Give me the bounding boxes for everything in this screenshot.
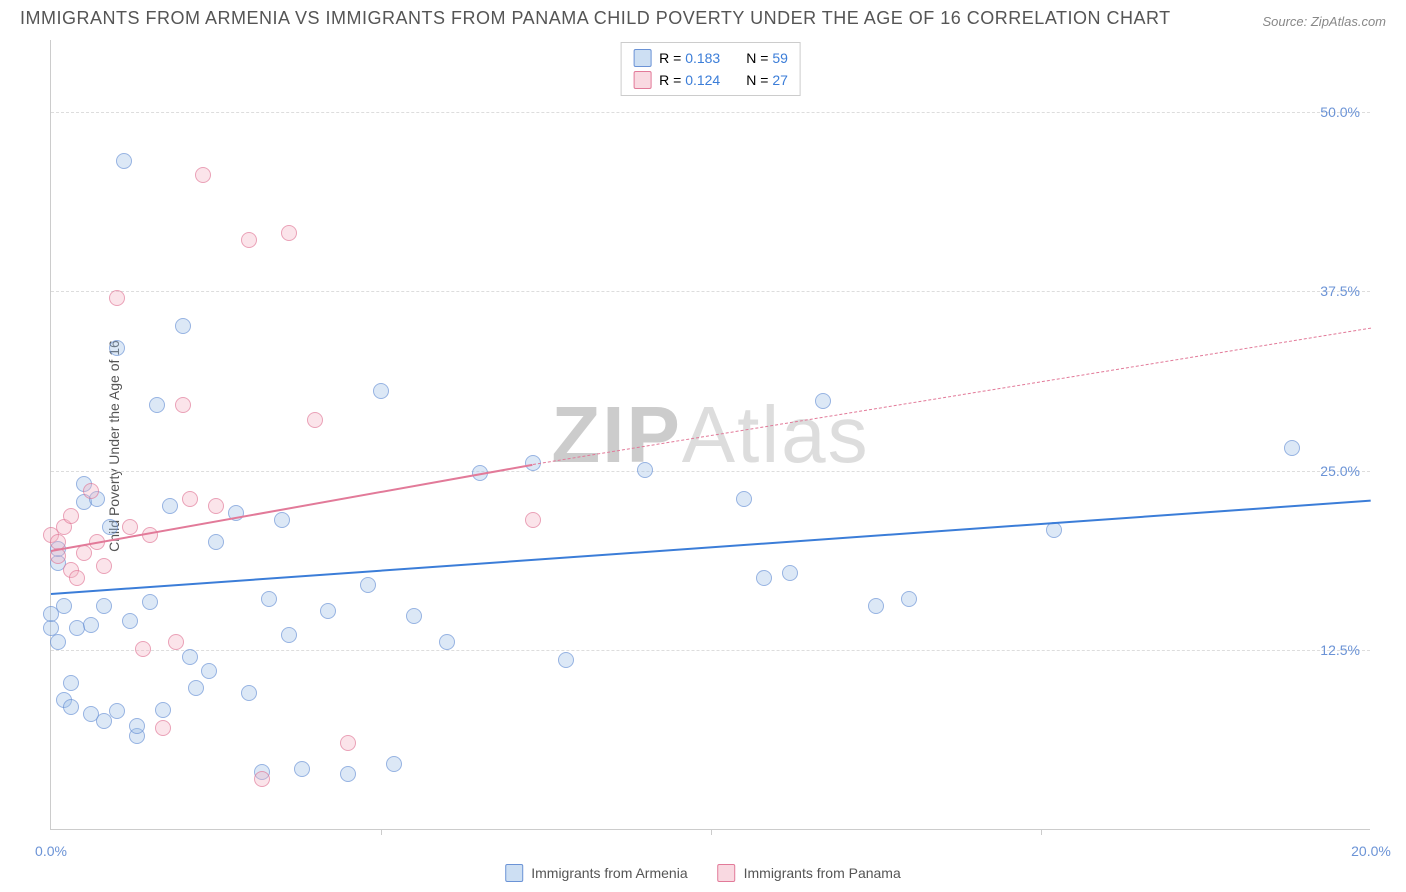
- scatter-point: [1284, 440, 1300, 456]
- watermark-light: Atlas: [682, 390, 870, 479]
- scatter-point: [637, 462, 653, 478]
- n-label: N = 59: [746, 50, 788, 66]
- scatter-point: [122, 613, 138, 629]
- trend-line: [51, 464, 533, 552]
- stats-legend-row: R = 0.183 N = 59: [633, 47, 788, 69]
- scatter-point: [208, 534, 224, 550]
- series-legend-item: Immigrants from Panama: [718, 864, 901, 882]
- scatter-point: [254, 771, 270, 787]
- watermark-bold: ZIP: [551, 390, 681, 479]
- y-tick-label: 50.0%: [1320, 104, 1360, 120]
- scatter-point: [109, 703, 125, 719]
- scatter-point: [63, 675, 79, 691]
- series-legend-item: Immigrants from Armenia: [505, 864, 687, 882]
- scatter-point: [558, 652, 574, 668]
- scatter-point: [340, 766, 356, 782]
- scatter-point: [340, 735, 356, 751]
- scatter-point: [116, 153, 132, 169]
- scatter-point: [135, 641, 151, 657]
- x-tick-label: 0.0%: [35, 843, 67, 859]
- x-tick-mark: [1041, 829, 1042, 835]
- y-tick-label: 37.5%: [1320, 283, 1360, 299]
- scatter-point: [83, 617, 99, 633]
- scatter-point: [69, 570, 85, 586]
- scatter-point: [83, 483, 99, 499]
- scatter-point: [63, 699, 79, 715]
- scatter-point: [168, 634, 184, 650]
- scatter-point: [155, 720, 171, 736]
- scatter-point: [241, 685, 257, 701]
- legend-swatch: [633, 71, 651, 89]
- gridline-h: [51, 650, 1370, 651]
- scatter-point: [129, 718, 145, 734]
- y-tick-label: 12.5%: [1320, 642, 1360, 658]
- x-tick-mark: [711, 829, 712, 835]
- scatter-point: [373, 383, 389, 399]
- scatter-point: [208, 498, 224, 514]
- scatter-point: [175, 397, 191, 413]
- scatter-point: [274, 512, 290, 528]
- scatter-point: [320, 603, 336, 619]
- y-tick-label: 25.0%: [1320, 463, 1360, 479]
- legend-swatch: [633, 49, 651, 67]
- scatter-point: [96, 598, 112, 614]
- scatter-point: [175, 318, 191, 334]
- scatter-point: [406, 608, 422, 624]
- scatter-point: [281, 627, 297, 643]
- scatter-point: [155, 702, 171, 718]
- scatter-point: [736, 491, 752, 507]
- scatter-point: [195, 167, 211, 183]
- scatter-point: [109, 290, 125, 306]
- scatter-point: [122, 519, 138, 535]
- scatter-point: [261, 591, 277, 607]
- scatter-point: [188, 680, 204, 696]
- scatter-point: [525, 512, 541, 528]
- scatter-point: [102, 519, 118, 535]
- scatter-point: [142, 594, 158, 610]
- scatter-point: [182, 649, 198, 665]
- stats-legend: R = 0.183 N = 59 R = 0.124 N = 27: [620, 42, 801, 96]
- scatter-point: [756, 570, 772, 586]
- scatter-point: [360, 577, 376, 593]
- scatter-point: [307, 412, 323, 428]
- r-label: R = 0.124: [659, 72, 720, 88]
- x-tick-label: 20.0%: [1351, 843, 1391, 859]
- legend-swatch: [505, 864, 523, 882]
- series-legend: Immigrants from Armenia Immigrants from P…: [505, 864, 901, 882]
- x-tick-mark: [381, 829, 382, 835]
- scatter-point: [386, 756, 402, 772]
- stats-legend-row: R = 0.124 N = 27: [633, 69, 788, 91]
- scatter-point: [1046, 522, 1062, 538]
- legend-swatch: [718, 864, 736, 882]
- scatter-point: [162, 498, 178, 514]
- gridline-h: [51, 291, 1370, 292]
- scatter-point: [281, 225, 297, 241]
- scatter-point: [109, 340, 125, 356]
- scatter-point: [56, 598, 72, 614]
- scatter-point: [815, 393, 831, 409]
- plot-area: ZIPAtlas R = 0.183N = 59R = 0.124N = 27 …: [50, 40, 1370, 830]
- scatter-point: [96, 558, 112, 574]
- scatter-point: [782, 565, 798, 581]
- scatter-point: [63, 508, 79, 524]
- source-label: Source: ZipAtlas.com: [1262, 14, 1386, 29]
- scatter-point: [901, 591, 917, 607]
- scatter-point: [201, 663, 217, 679]
- chart-title: IMMIGRANTS FROM ARMENIA VS IMMIGRANTS FR…: [20, 8, 1171, 29]
- scatter-point: [50, 634, 66, 650]
- gridline-h: [51, 112, 1370, 113]
- scatter-point: [149, 397, 165, 413]
- n-label: N = 27: [746, 72, 788, 88]
- scatter-point: [241, 232, 257, 248]
- series-label: Immigrants from Panama: [744, 865, 901, 881]
- series-label: Immigrants from Armenia: [531, 865, 687, 881]
- scatter-point: [76, 545, 92, 561]
- r-label: R = 0.183: [659, 50, 720, 66]
- scatter-point: [439, 634, 455, 650]
- scatter-point: [294, 761, 310, 777]
- scatter-point: [868, 598, 884, 614]
- scatter-point: [182, 491, 198, 507]
